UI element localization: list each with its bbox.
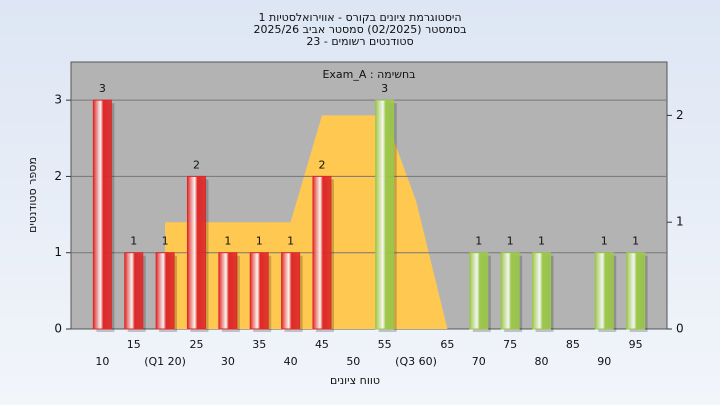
x-tick-label: (Q1 20) [144, 355, 186, 368]
bar [375, 99, 395, 330]
x-tick-label: 25 [189, 338, 203, 351]
data-label: 2 [193, 158, 200, 171]
data-label: 1 [538, 235, 545, 248]
x-tick-label: 45 [315, 338, 329, 351]
annotation: Exam_A : בחשימה [322, 68, 415, 81]
y2-tick-label: 1 [676, 215, 684, 229]
bar [312, 175, 332, 330]
bar [249, 252, 269, 330]
bar [500, 252, 520, 330]
y-tick-label: 1 [54, 245, 62, 259]
data-label: 1 [130, 235, 137, 248]
chart-title: היסטוגרמת ציונים בקורס - אווירואלסטיות 1 [258, 11, 461, 24]
x-tick-label: 70 [472, 355, 486, 368]
y2-tick-label: 0 [676, 322, 684, 336]
x-axis-title: טווח ציונים [330, 374, 380, 387]
x-tick-label: 80 [535, 355, 549, 368]
data-label: 1 [224, 235, 231, 248]
x-tick-label: 85 [566, 338, 580, 351]
bar [186, 175, 206, 330]
x-tick-label: 65 [440, 338, 454, 351]
y-tick-label: 2 [54, 169, 62, 183]
x-tick-label: 90 [597, 355, 611, 368]
y-tick-label: 3 [54, 93, 62, 107]
x-tick-label: 95 [629, 338, 643, 351]
y-tick-label: 0 [54, 322, 62, 336]
data-label: 2 [318, 158, 325, 171]
data-label: 1 [256, 235, 263, 248]
data-label: 1 [632, 235, 639, 248]
bar [532, 252, 552, 330]
bar [155, 252, 175, 330]
chart-title: בסמסטר (02/2025) סמסטר אביב 2025/26 [253, 23, 466, 36]
chart-title: סטודנטים רשומים - 23 [306, 35, 413, 48]
y2-tick-label: 2 [676, 108, 684, 122]
data-label: 1 [287, 235, 294, 248]
x-tick-label: 30 [221, 355, 235, 368]
bar [218, 252, 238, 330]
bar [594, 252, 614, 330]
x-tick-label: (Q3 60) [395, 355, 437, 368]
bar [124, 252, 144, 330]
x-tick-label: 55 [378, 338, 392, 351]
bar [281, 252, 301, 330]
data-label: 1 [475, 235, 482, 248]
x-tick-label: 35 [252, 338, 266, 351]
x-tick-label: 75 [503, 338, 517, 351]
x-tick-label: 10 [95, 355, 109, 368]
y-axis-title: מספר סטודנטים [26, 157, 39, 233]
bar [469, 252, 489, 330]
data-label: 3 [381, 82, 388, 95]
data-label: 1 [507, 235, 514, 248]
bar [626, 252, 646, 330]
x-tick-label: 15 [127, 338, 141, 351]
data-label: 3 [99, 82, 106, 95]
x-tick-label: 40 [284, 355, 298, 368]
x-tick-label: 50 [346, 355, 360, 368]
bar [92, 99, 112, 330]
data-label: 1 [162, 235, 169, 248]
data-label: 1 [601, 235, 608, 248]
